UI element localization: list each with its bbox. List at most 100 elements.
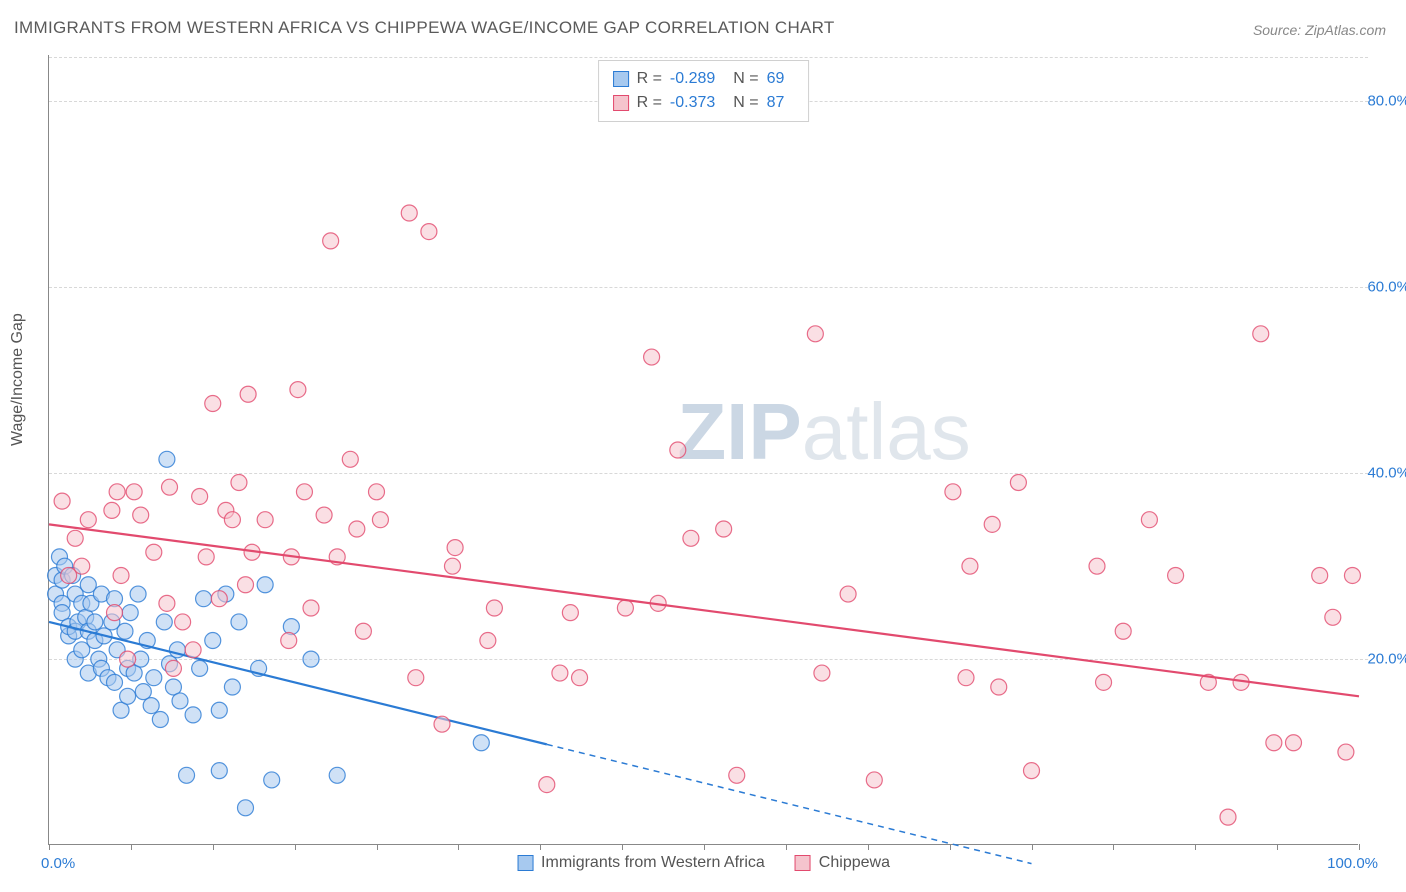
scatter-point-chippewa bbox=[1220, 809, 1236, 825]
scatter-point-chippewa bbox=[866, 772, 882, 788]
x-tick-mark bbox=[1113, 844, 1114, 850]
scatter-point-immigrants-from-western-africa bbox=[107, 674, 123, 690]
scatter-point-immigrants-from-western-africa bbox=[172, 693, 188, 709]
scatter-point-immigrants-from-western-africa bbox=[143, 698, 159, 714]
scatter-point-chippewa bbox=[408, 670, 424, 686]
scatter-point-chippewa bbox=[1344, 567, 1360, 583]
x-tick-mark bbox=[213, 844, 214, 850]
scatter-point-immigrants-from-western-africa bbox=[120, 688, 136, 704]
scatter-point-chippewa bbox=[192, 488, 208, 504]
scatter-point-immigrants-from-western-africa bbox=[231, 614, 247, 630]
regression-line-dashed bbox=[547, 744, 1032, 863]
y-tick-label: 60.0% bbox=[1367, 279, 1406, 296]
scatter-point-chippewa bbox=[480, 633, 496, 649]
scatter-point-immigrants-from-western-africa bbox=[264, 772, 280, 788]
stats-legend-box: R = -0.289 N = 69 R = -0.373 N = 87 bbox=[598, 60, 810, 122]
scatter-point-chippewa bbox=[342, 451, 358, 467]
scatter-point-immigrants-from-western-africa bbox=[156, 614, 172, 630]
scatter-point-chippewa bbox=[303, 600, 319, 616]
scatter-point-chippewa bbox=[670, 442, 686, 458]
y-tick-label: 20.0% bbox=[1367, 651, 1406, 668]
scatter-point-immigrants-from-western-africa bbox=[196, 591, 212, 607]
scatter-point-chippewa bbox=[323, 233, 339, 249]
scatter-point-chippewa bbox=[349, 521, 365, 537]
scatter-point-chippewa bbox=[401, 205, 417, 221]
scatter-point-chippewa bbox=[290, 382, 306, 398]
scatter-point-chippewa bbox=[434, 716, 450, 732]
scatter-point-chippewa bbox=[716, 521, 732, 537]
scatter-point-chippewa bbox=[840, 586, 856, 602]
scatter-point-chippewa bbox=[231, 475, 247, 491]
scatter-point-chippewa bbox=[133, 507, 149, 523]
scatter-point-chippewa bbox=[107, 605, 123, 621]
scatter-point-immigrants-from-western-africa bbox=[117, 623, 133, 639]
plot-area: ZIPatlas 20.0%40.0%60.0%80.0% R = -0.289… bbox=[48, 55, 1358, 845]
stats-row-series-0: R = -0.289 N = 69 bbox=[613, 67, 795, 91]
scatter-point-immigrants-from-western-africa bbox=[130, 586, 146, 602]
scatter-point-chippewa bbox=[1338, 744, 1354, 760]
scatter-point-chippewa bbox=[486, 600, 502, 616]
scatter-point-chippewa bbox=[120, 651, 136, 667]
legend-item-0: Immigrants from Western Africa bbox=[517, 854, 765, 872]
scatter-point-chippewa bbox=[165, 660, 181, 676]
scatter-point-immigrants-from-western-africa bbox=[87, 614, 103, 630]
scatter-point-chippewa bbox=[1024, 763, 1040, 779]
scatter-point-chippewa bbox=[1253, 326, 1269, 342]
scatter-point-immigrants-from-western-africa bbox=[205, 633, 221, 649]
scatter-point-immigrants-from-western-africa bbox=[179, 767, 195, 783]
scatter-point-chippewa bbox=[146, 544, 162, 560]
x-tick-mark bbox=[295, 844, 296, 850]
x-tick-mark bbox=[1032, 844, 1033, 850]
scatter-point-chippewa bbox=[159, 595, 175, 611]
legend-swatch-1 bbox=[795, 855, 811, 871]
scatter-point-chippewa bbox=[296, 484, 312, 500]
stat-label-r: R = bbox=[637, 91, 662, 115]
stats-row-series-1: R = -0.373 N = 87 bbox=[613, 91, 795, 115]
scatter-point-chippewa bbox=[74, 558, 90, 574]
scatter-point-chippewa bbox=[991, 679, 1007, 695]
scatter-point-immigrants-from-western-africa bbox=[146, 670, 162, 686]
scatter-point-chippewa bbox=[162, 479, 178, 495]
scatter-point-chippewa bbox=[1010, 475, 1026, 491]
scatter-point-chippewa bbox=[104, 502, 120, 518]
stat-n-1: 87 bbox=[767, 91, 785, 115]
legend-label-0: Immigrants from Western Africa bbox=[541, 854, 765, 872]
scatter-point-chippewa bbox=[205, 396, 221, 412]
scatter-point-chippewa bbox=[126, 484, 142, 500]
x-tick-mark bbox=[1359, 844, 1360, 850]
scatter-point-chippewa bbox=[562, 605, 578, 621]
swatch-series-0 bbox=[613, 71, 629, 87]
scatter-point-immigrants-from-western-africa bbox=[159, 451, 175, 467]
scatter-point-immigrants-from-western-africa bbox=[192, 660, 208, 676]
y-axis-label: Wage/Income Gap bbox=[9, 313, 27, 446]
scatter-point-chippewa bbox=[1168, 567, 1184, 583]
stat-r-0: -0.289 bbox=[670, 67, 715, 91]
scatter-plot-svg bbox=[49, 55, 1358, 844]
x-tick-mark bbox=[131, 844, 132, 850]
scatter-point-immigrants-from-western-africa bbox=[329, 767, 345, 783]
scatter-point-immigrants-from-western-africa bbox=[283, 619, 299, 635]
bottom-legend: Immigrants from Western Africa Chippewa bbox=[517, 854, 890, 872]
x-tick-mark bbox=[950, 844, 951, 850]
scatter-point-chippewa bbox=[355, 623, 371, 639]
scatter-point-chippewa bbox=[962, 558, 978, 574]
scatter-point-chippewa bbox=[369, 484, 385, 500]
scatter-point-chippewa bbox=[1115, 623, 1131, 639]
scatter-point-chippewa bbox=[211, 591, 227, 607]
x-tick-mark bbox=[1277, 844, 1278, 850]
scatter-point-chippewa bbox=[617, 600, 633, 616]
scatter-point-chippewa bbox=[814, 665, 830, 681]
scatter-point-chippewa bbox=[109, 484, 125, 500]
scatter-point-chippewa bbox=[807, 326, 823, 342]
scatter-point-chippewa bbox=[316, 507, 332, 523]
chart-title: IMMIGRANTS FROM WESTERN AFRICA VS CHIPPE… bbox=[14, 18, 835, 38]
scatter-point-chippewa bbox=[281, 633, 297, 649]
scatter-point-immigrants-from-western-africa bbox=[211, 702, 227, 718]
scatter-point-chippewa bbox=[447, 540, 463, 556]
scatter-point-chippewa bbox=[372, 512, 388, 528]
scatter-point-chippewa bbox=[113, 567, 129, 583]
legend-item-1: Chippewa bbox=[795, 854, 890, 872]
scatter-point-chippewa bbox=[240, 386, 256, 402]
scatter-point-chippewa bbox=[1141, 512, 1157, 528]
scatter-point-chippewa bbox=[1089, 558, 1105, 574]
